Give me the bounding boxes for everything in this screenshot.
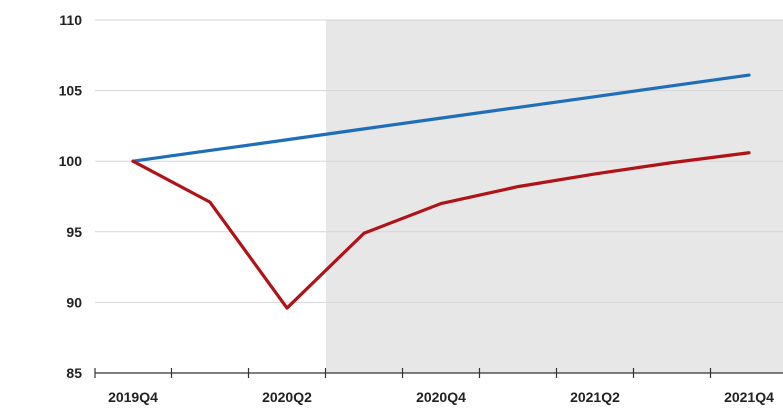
x-axis <box>94 368 783 378</box>
x-tick-label: 2021Q2 <box>570 389 620 405</box>
gridlines <box>95 19 783 303</box>
x-tick-label: 2020Q4 <box>416 389 466 405</box>
x-axis-tick-labels: 2019Q4 2020Q2 2020Q4 2021Q2 2021Q4 <box>108 389 774 405</box>
x-tick-label: 2019Q4 <box>108 389 158 405</box>
y-tick-label: 95 <box>66 224 82 240</box>
series-line-2 <box>131 151 751 310</box>
y-axis-tick-labels: 85 90 95 100 105 110 <box>59 12 83 381</box>
y-tick-label: 105 <box>59 83 83 99</box>
series-line-1 <box>131 73 751 163</box>
x-tick-label: 2021Q4 <box>724 389 774 405</box>
x-tick-label: 2020Q2 <box>262 389 312 405</box>
y-tick-label: 110 <box>59 12 82 28</box>
y-tick-label: 85 <box>66 365 82 381</box>
y-tick-label: 100 <box>59 153 83 169</box>
y-tick-label: 90 <box>66 294 82 310</box>
series-lines <box>131 73 751 310</box>
shaded-region <box>326 20 783 373</box>
projection-shaded-area <box>326 20 783 373</box>
